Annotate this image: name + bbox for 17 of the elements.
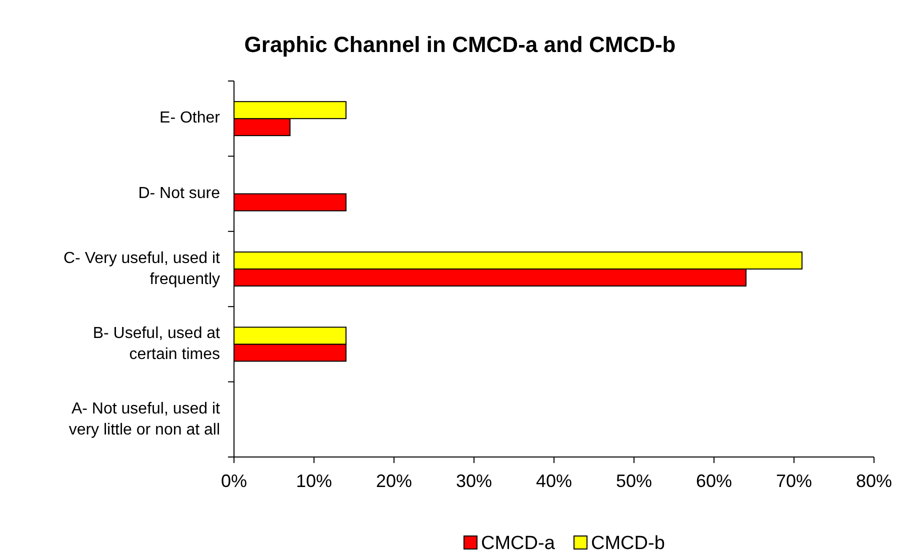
legend-label: CMCD-a [481, 533, 556, 554]
x-tick-label: 60% [696, 471, 732, 491]
x-tick-label: 50% [616, 471, 652, 491]
x-tick-label: 30% [456, 471, 492, 491]
y-tick-label: A- Not useful, used it very little or non at all [68, 400, 221, 439]
x-tick-label: 0% [220, 471, 248, 491]
chart-title: Graphic Channel in CMCD-a and CMCD-b [244, 32, 676, 57]
x-tick-label: 20% [376, 471, 412, 491]
y-tick-label: B- Useful, used at certain times [92, 325, 221, 364]
legend-label: CMCD-b [591, 533, 665, 554]
y-tick-label: E- Other [160, 110, 221, 127]
x-tick-label: 80% [856, 471, 892, 491]
x-tick-label: 70% [776, 471, 812, 491]
y-tick-label: C- Very useful, used it frequently [63, 250, 221, 288]
x-tick-label: 40% [536, 471, 572, 491]
x-tick-label: 10% [296, 471, 332, 491]
y-tick-label: D- Not sure [138, 185, 220, 202]
